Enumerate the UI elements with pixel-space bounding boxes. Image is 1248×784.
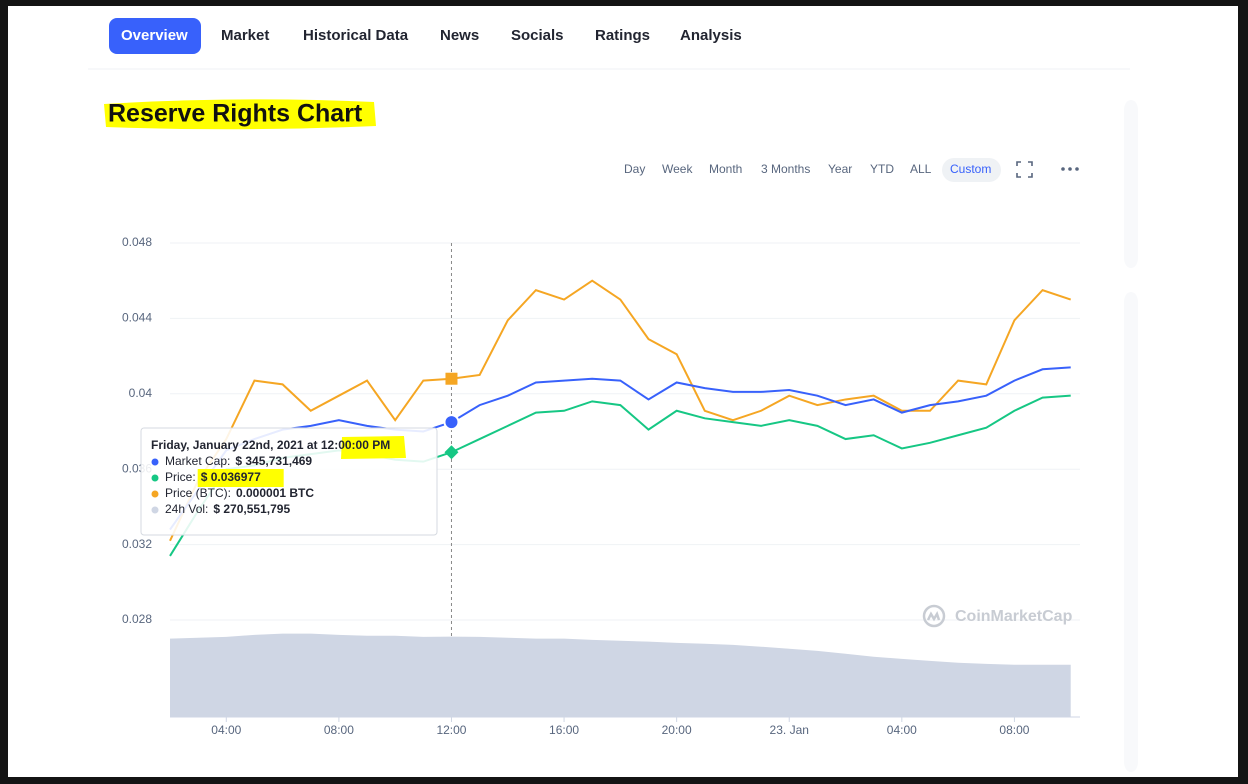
volume-area	[170, 633, 1071, 717]
x-tick-label: 20:00	[662, 723, 692, 737]
side-card	[1124, 292, 1138, 772]
chart-title: Reserve Rights Chart	[108, 100, 363, 128]
tooltip-bullet	[151, 506, 159, 514]
x-tick-label: 23. Jan	[770, 723, 809, 737]
watermark-logo	[922, 604, 946, 628]
highlight	[341, 436, 406, 459]
side-card	[1124, 100, 1138, 268]
nav-tab[interactable]: Overview	[121, 27, 188, 44]
y-tick-label: 0.04	[129, 386, 153, 400]
x-tick-label: 08:00	[324, 723, 354, 737]
hover-marker	[444, 445, 459, 460]
tooltip-value: $ 345,731,469	[235, 454, 312, 468]
nav-tab[interactable]: Historical Data	[303, 27, 409, 44]
range-button[interactable]: ALL	[910, 162, 932, 176]
y-tick-label: 0.032	[122, 537, 152, 551]
x-tick-label: 04:00	[887, 723, 917, 737]
nav-tab[interactable]: Ratings	[595, 27, 650, 44]
tooltip-label: Market Cap:	[165, 454, 230, 468]
range-button[interactable]: YTD	[870, 162, 894, 176]
tooltip: Friday, January 22nd, 2021 at 12:00:00 P…	[140, 427, 438, 536]
tooltip-label: 24h Vol:	[165, 502, 208, 516]
active-tab-bg[interactable]	[109, 18, 201, 54]
tooltip-bullet	[151, 458, 159, 466]
tooltip-value: $ 0.036977	[201, 470, 261, 484]
highlight	[197, 469, 284, 487]
tooltip-bullet	[151, 474, 159, 482]
tooltip-value: 0.000001 BTC	[236, 486, 314, 500]
highlight	[104, 99, 376, 130]
series-line	[169, 366, 1071, 531]
range-button[interactable]: Day	[624, 162, 645, 176]
tooltip-label: Price:	[165, 470, 196, 484]
hover-marker	[445, 372, 458, 385]
y-tick-label: 0.028	[122, 612, 152, 626]
range-active-bg[interactable]	[942, 158, 1001, 182]
fullscreen-icon[interactable]	[1016, 161, 1033, 178]
nav-tab[interactable]: Analysis	[680, 27, 742, 44]
hover-marker	[443, 414, 460, 431]
y-tick-label: 0.048	[122, 235, 152, 249]
x-tick-label: 16:00	[549, 723, 579, 737]
x-tick-label: 12:00	[436, 723, 466, 737]
range-button[interactable]: Month	[709, 162, 742, 176]
more-icon[interactable]	[1061, 167, 1079, 171]
range-button[interactable]: Week	[662, 162, 693, 176]
watermark: CoinMarketCap	[955, 608, 1073, 625]
tooltip-title: Friday, January 22nd, 2021 at 12:00:00 P…	[151, 438, 390, 452]
tooltip-bullet	[151, 490, 159, 498]
nav-tab[interactable]: News	[440, 27, 479, 44]
x-tick-label: 04:00	[211, 723, 241, 737]
range-button[interactable]: 3 Months	[761, 162, 810, 176]
nav-tab[interactable]: Market	[221, 27, 269, 44]
nav-tab[interactable]: Socials	[511, 27, 564, 44]
x-tick-label: 08:00	[999, 723, 1029, 737]
range-button[interactable]: Year	[828, 162, 852, 176]
y-tick-label: 0.044	[122, 311, 152, 325]
tooltip-label: Price (BTC):	[165, 486, 231, 500]
series-line	[169, 279, 1072, 542]
tooltip-value: $ 270,551,795	[213, 502, 290, 516]
range-button[interactable]: Custom	[950, 162, 991, 176]
